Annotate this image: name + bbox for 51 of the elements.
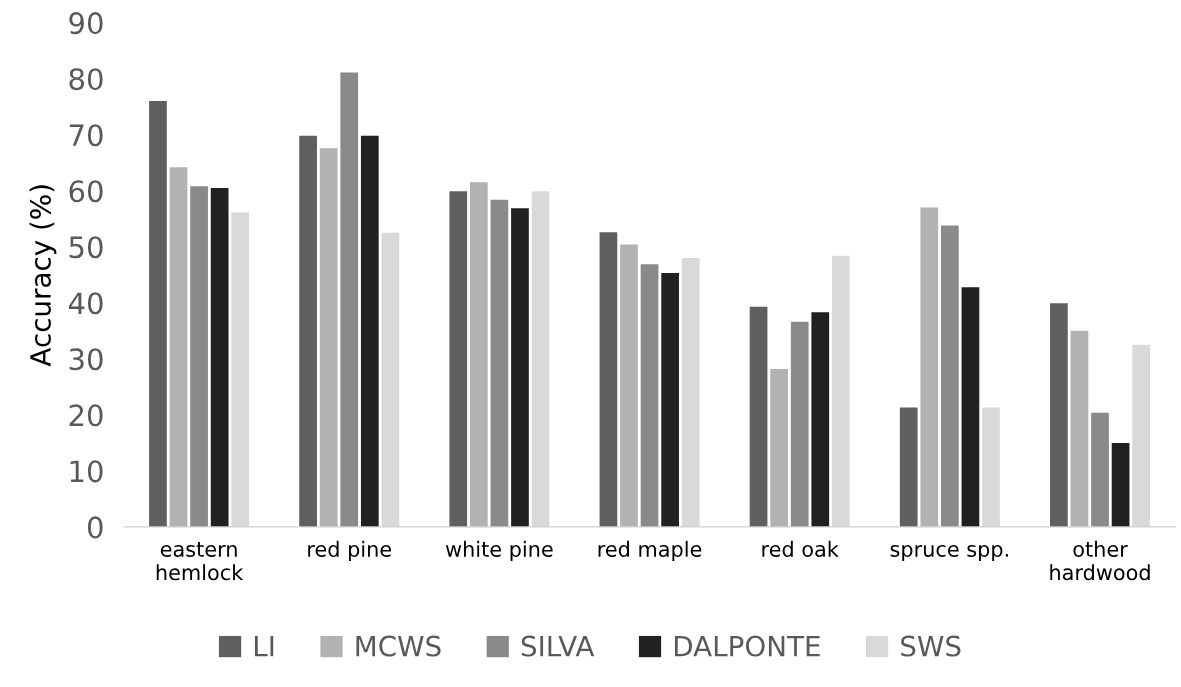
x-tick-label: eastern hemlock [156,542,244,581]
y-tick-label: 0 [87,516,103,539]
legend-label: DALPONTE [674,635,820,657]
bar [469,182,488,527]
bar [1050,303,1068,527]
bar [941,225,959,527]
bar [811,312,830,527]
x-tick-label: white pine [445,540,553,561]
bar [360,135,379,527]
bar [190,186,208,527]
legend-label: MCWS [356,635,441,657]
x-tick-label: red oak [762,540,839,557]
bar [1111,442,1130,527]
bar [790,321,809,527]
y-tick-label: 10 [70,460,103,483]
bar [770,368,788,527]
legend-label: LI [255,635,274,657]
x-tick-label: other hardwood [1050,540,1150,581]
y-axis-title: Accuracy (%) [29,185,57,367]
y-tick-label: 70 [69,124,103,147]
y-tick-label: 30 [69,348,103,371]
bar [961,287,980,527]
y-tick-label: 40 [68,292,103,315]
bar [899,407,918,527]
bar [920,207,939,527]
y-tick-label: 20 [69,404,103,427]
bar [661,273,679,527]
bar [640,264,659,527]
bar [449,191,468,527]
legend-label: SWS [901,635,961,657]
x-tick-label: spruce spp. [890,544,1008,561]
bar [149,101,167,527]
bar [1070,330,1089,527]
bar [169,167,188,527]
bar [319,148,338,527]
bar [620,244,638,527]
x-tick-label: red maple [598,540,702,561]
y-tick-label: 80 [69,68,103,91]
legend-label: SILVA [521,635,595,657]
y-tick-label: 90 [69,12,103,35]
bar [749,306,768,527]
y-tick-label: 60 [69,180,103,203]
y-tick-label: 50 [69,236,103,259]
bar [1091,412,1109,527]
bar [599,232,618,527]
bar [490,199,509,527]
bar [210,187,229,527]
bar [340,72,359,527]
bar [511,208,529,527]
x-tick-label: red pine [308,540,392,561]
bar [299,135,317,527]
